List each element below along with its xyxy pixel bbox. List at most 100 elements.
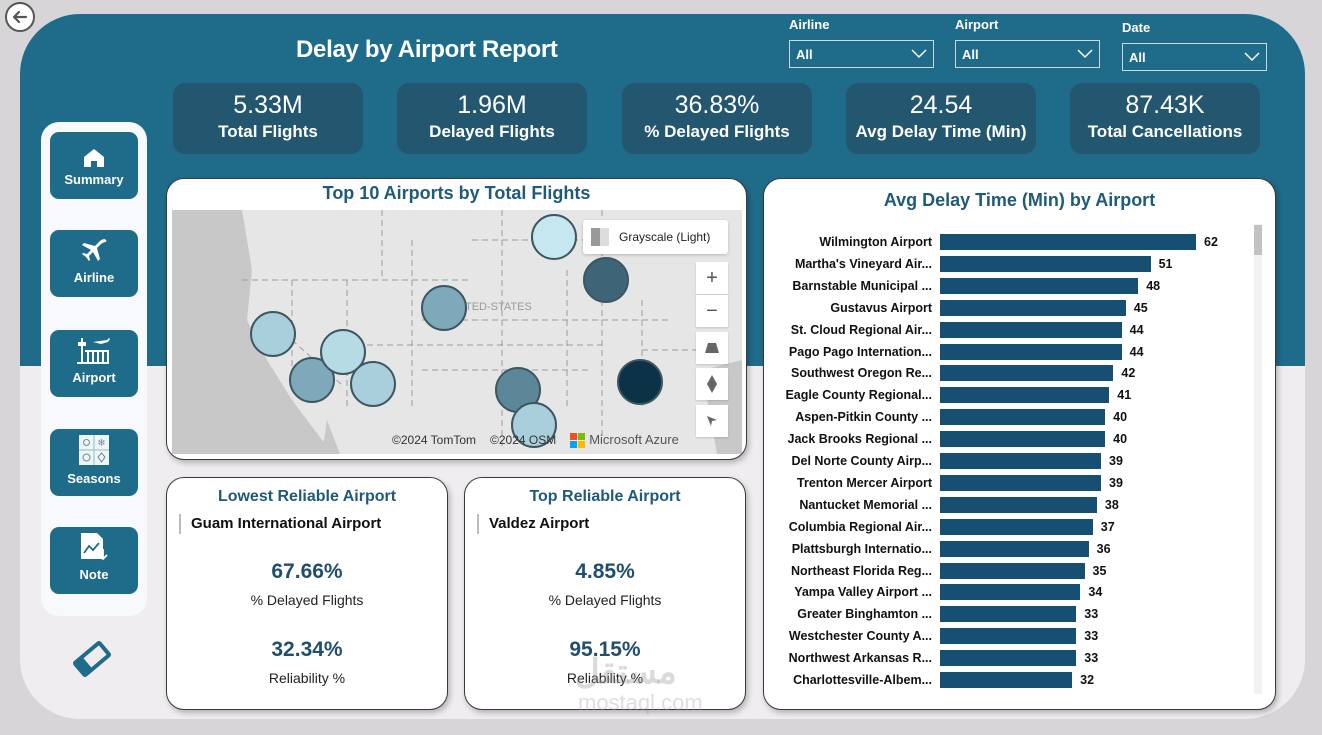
bar[interactable] <box>940 474 1102 491</box>
nav-summary-button[interactable]: Summary <box>50 132 138 199</box>
bar-category-label: Westchester County A... <box>788 629 932 644</box>
home-icon <box>50 132 138 168</box>
bar-row[interactable]: Barnstable Municipal ... 48 <box>764 275 1160 297</box>
bar-row[interactable]: Northwest Arkansas R... 33 <box>764 647 1098 669</box>
bar[interactable] <box>940 650 1077 667</box>
bar-value-label: 45 <box>1133 300 1148 315</box>
bar[interactable] <box>940 277 1139 294</box>
filter-label: Airline <box>789 17 830 32</box>
bar-category-label: Nantucket Memorial ... <box>799 497 932 512</box>
zoom-in-button[interactable]: + <box>696 262 728 294</box>
bar[interactable] <box>940 234 1196 250</box>
bar-chart: Wilmington Airport 62 Martha's Vineyard Ai… <box>764 231 1254 701</box>
airport-bubble[interactable] <box>617 359 663 405</box>
nav-label: Airline <box>73 270 115 285</box>
nav-airport-button[interactable]: Airport <box>50 330 138 397</box>
airport-bubble[interactable] <box>289 357 335 403</box>
bar[interactable] <box>940 606 1077 623</box>
bar-value-label: 33 <box>1084 651 1099 666</box>
reliability-value: 95.15% <box>569 638 641 661</box>
bar[interactable] <box>940 409 1106 426</box>
tomtom-attribution: ©2024 TomTom <box>392 432 476 447</box>
bar-row[interactable]: Southwest Oregon Re... 42 <box>764 362 1135 384</box>
chart-scrollbar-thumb[interactable] <box>1254 225 1262 255</box>
bar[interactable] <box>940 562 1085 579</box>
bar-row[interactable]: Nantucket Memorial ... 38 <box>764 494 1119 516</box>
bar-row[interactable]: Charlottesville-Albem... 32 <box>764 669 1094 691</box>
bar[interactable] <box>940 365 1114 382</box>
nav-label: Summary <box>64 172 124 187</box>
select-button[interactable] <box>696 405 728 437</box>
bar[interactable] <box>940 518 1093 535</box>
bar-row[interactable]: Yampa Valley Airport ... 34 <box>764 581 1102 603</box>
bar-category-label: Northwest Arkansas R... <box>788 651 932 666</box>
bar[interactable] <box>940 540 1089 557</box>
nav-seasons-button[interactable]: ❄ Seasons <box>50 429 138 496</box>
bar[interactable] <box>940 321 1122 338</box>
kpi-label: Avg Delay Time (Min) <box>855 122 1027 141</box>
bar-value-label: 48 <box>1146 278 1161 293</box>
airport-bubble[interactable] <box>421 285 467 331</box>
bar-category-label: Greater Binghamton ... <box>797 607 932 622</box>
nav-panel: Summary Airline Airport <box>41 122 147 616</box>
airport-bubble[interactable] <box>583 257 629 303</box>
airport-bubble[interactable] <box>531 214 577 260</box>
back-button[interactable] <box>5 2 35 32</box>
bar-row[interactable]: Pago Pago Internation... 44 <box>764 341 1144 363</box>
nav-note-button[interactable]: Note <box>50 527 138 594</box>
clear-filters-button[interactable] <box>72 640 112 683</box>
chart-scrollbar[interactable] <box>1254 224 1262 694</box>
note-chart-icon <box>50 527 138 563</box>
bar-row[interactable]: Jack Brooks Regional ... 40 <box>764 428 1127 450</box>
bar-row[interactable]: Del Norte County Airp... 39 <box>764 450 1123 472</box>
bar-row[interactable]: Westchester County A... 33 <box>764 625 1098 647</box>
bar[interactable] <box>940 496 1097 513</box>
bar[interactable] <box>940 299 1126 316</box>
kpi-label: Total Cancellations <box>1087 122 1243 141</box>
bar[interactable] <box>940 628 1077 645</box>
bar-row[interactable]: St. Cloud Regional Air... 44 <box>764 319 1144 341</box>
map-style-button[interactable]: Grayscale (Light) <box>583 220 728 254</box>
dropdown-value: All <box>962 46 979 62</box>
bar-row[interactable]: Columbia Regional Air... 37 <box>764 516 1115 538</box>
bar-row[interactable]: Gustavus Airport 45 <box>764 297 1148 319</box>
bar-row[interactable]: Plattsburgh Internatio... 36 <box>764 538 1111 560</box>
airport-dropdown[interactable]: All <box>955 40 1100 68</box>
bar-row[interactable]: Wilmington Airport 62 <box>764 231 1218 253</box>
bar-row[interactable]: Aspen-Pitkin County ... 40 <box>764 406 1127 428</box>
bar[interactable] <box>940 431 1106 448</box>
kpi-label: Delayed Flights <box>429 122 555 141</box>
card-title: Lowest Reliable Airport <box>217 488 397 505</box>
airport-bubble[interactable] <box>511 402 557 448</box>
airline-dropdown[interactable]: All <box>789 40 934 68</box>
map-style-label: Grayscale (Light) <box>619 230 711 244</box>
bar[interactable] <box>940 343 1122 360</box>
bar[interactable] <box>940 584 1081 601</box>
chart-title: Avg Delay Time (Min) by Airport <box>883 190 1156 210</box>
airport-bubble[interactable] <box>320 329 366 375</box>
bar-value-label: 62 <box>1204 235 1218 249</box>
bar-row[interactable]: Eagle County Regional... 41 <box>764 384 1131 406</box>
lowest-reliable-card: Lowest Reliable Airport Guam Internation… <box>166 477 448 710</box>
bar-row[interactable]: Greater Binghamton ... 33 <box>764 603 1098 625</box>
bar-value-label: 39 <box>1109 475 1123 490</box>
date-dropdown[interactable]: All <box>1122 43 1267 71</box>
kpi-value: 87.43K <box>1125 91 1205 119</box>
bar-row[interactable]: Northeast Florida Reg... 35 <box>764 560 1106 582</box>
bar[interactable] <box>940 255 1151 272</box>
bar-value-label: 34 <box>1088 585 1103 600</box>
bar-row[interactable]: Trenton Mercer Airport 39 <box>764 472 1123 494</box>
airport-bubble[interactable] <box>350 361 396 407</box>
chevron-down-icon <box>911 49 927 59</box>
bar[interactable] <box>940 453 1102 469</box>
zoom-out-button[interactable]: − <box>696 295 728 327</box>
nav-airline-button[interactable]: Airline <box>50 230 138 297</box>
tilt-button[interactable] <box>696 332 728 364</box>
map-canvas[interactable]: NITED-STATES Grayscale (Light) + − ©2024… <box>172 210 742 454</box>
airport-bubble[interactable] <box>250 311 296 357</box>
bar-value-label: 51 <box>1158 256 1173 271</box>
compass-button[interactable] <box>696 368 728 400</box>
bar[interactable] <box>940 387 1110 404</box>
bar-row[interactable]: Martha's Vineyard Air... 51 <box>764 253 1172 275</box>
bar[interactable] <box>940 672 1073 688</box>
